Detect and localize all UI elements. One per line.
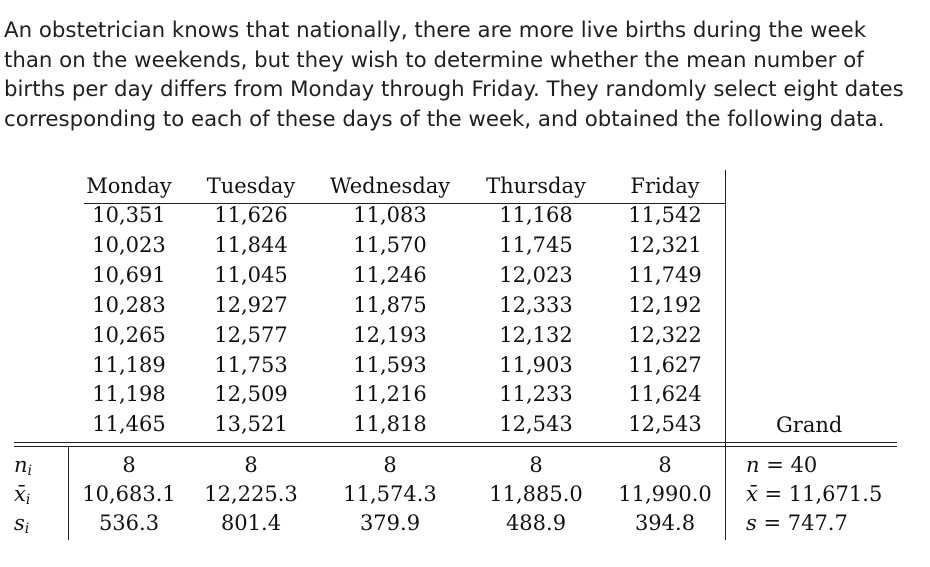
- table-cell: 11,818: [353, 412, 427, 437]
- table-cell: 12,132: [499, 322, 573, 347]
- table-cell: 11,233: [499, 382, 573, 407]
- column-header-thursday: Thursday: [486, 174, 586, 198]
- n-cell: 8: [244, 453, 258, 477]
- mean-cell: 12,225.3: [204, 482, 298, 506]
- table-cell: 11,903: [499, 352, 573, 377]
- table-cell: 12,543: [499, 412, 573, 437]
- row-label-n: ni: [14, 453, 32, 483]
- table-cell: 11,246: [353, 262, 427, 287]
- grand-n: n = 40: [746, 453, 817, 477]
- table-cell: 12,023: [499, 262, 573, 287]
- grand-header: Grand: [776, 413, 843, 437]
- table-cell: 11,593: [353, 352, 427, 377]
- sd-cell: 801.4: [220, 511, 282, 535]
- problem-line: An obstetrician knows that nationally, t…: [4, 18, 867, 43]
- mean-cell: 10,683.1: [82, 482, 176, 506]
- table-cell: 10,265: [92, 322, 166, 347]
- table-cell: 11,083: [353, 203, 427, 227]
- table-cell: 11,844: [214, 232, 288, 257]
- table-cell: 11,189: [92, 352, 166, 377]
- table-cell: 12,577: [214, 322, 288, 347]
- table-cell: 11,627: [628, 352, 702, 377]
- sd-cell: 536.3: [98, 511, 160, 535]
- n-subscript: i: [27, 463, 33, 479]
- column-header-tuesday: Tuesday: [206, 174, 296, 198]
- sd-symbol: s: [14, 511, 25, 535]
- table-cell: 11,753: [214, 352, 288, 377]
- vertical-divider-right: [725, 170, 726, 540]
- table-cell: 12,192: [628, 292, 702, 317]
- row-label-mean: x̄i: [14, 482, 30, 512]
- header-underline: [84, 203, 725, 204]
- table-cell: 12,543: [628, 412, 702, 437]
- table-cell: 10,283: [92, 292, 166, 317]
- table-cell: 11,045: [214, 262, 288, 287]
- table-cell: 11,626: [214, 203, 288, 227]
- n-cell: 8: [122, 453, 136, 477]
- n-cell: 8: [383, 453, 397, 477]
- sd-cell: 394.8: [634, 511, 696, 535]
- table-cell: 12,322: [628, 322, 702, 347]
- table-cell: 10,023: [92, 232, 166, 257]
- grand-mean: x̄ = 11,671.5: [746, 482, 882, 506]
- mean-cell: 11,990.0: [618, 482, 712, 506]
- table-cell: 12,509: [214, 382, 288, 407]
- n-cell: 8: [658, 453, 672, 477]
- table-cell: 11,198: [92, 382, 166, 407]
- table-cell: 10,691: [92, 262, 166, 287]
- grand-mean-value: = 11,671.5: [757, 482, 883, 506]
- problem-line: births per day differs from Monday throu…: [4, 77, 904, 103]
- mean-subscript: i: [25, 492, 31, 508]
- table-cell: 11,542: [628, 203, 702, 227]
- table-cell: 10,351: [92, 203, 166, 227]
- column-header-monday: Monday: [86, 174, 172, 198]
- problem-line: corresponding to each of these days of t…: [4, 107, 885, 133]
- table-cell: 11,465: [92, 412, 166, 437]
- mean-cell: 11,885.0: [489, 482, 583, 506]
- problem-line: than on the weekends, but they wish to d…: [4, 47, 864, 73]
- n-cell: 8: [529, 453, 543, 477]
- problem-statement: An obstetrician knows that nationally, t…: [4, 16, 919, 135]
- table-cell: 11,570: [353, 232, 427, 257]
- table-cell: 11,745: [499, 232, 573, 257]
- grand-sd-symbol: s: [746, 511, 757, 535]
- table-cell: 11,216: [353, 382, 427, 407]
- table-cell: 12,927: [214, 292, 288, 317]
- double-rule-bottom: [14, 446, 897, 447]
- sd-cell: 379.9: [359, 511, 421, 535]
- sd-cell: 488.9: [505, 511, 567, 535]
- vertical-divider-left: [68, 447, 69, 540]
- mean-cell: 11,574.3: [343, 482, 437, 506]
- double-rule-top: [14, 442, 897, 443]
- table-cell: 13,521: [214, 412, 288, 437]
- table-cell: 11,875: [353, 292, 427, 317]
- row-label-sd: si: [14, 511, 29, 541]
- column-header-friday: Friday: [630, 174, 700, 198]
- grand-n-value: = 40: [759, 453, 818, 477]
- grand-sd: s = 747.7: [746, 511, 848, 535]
- column-header-wednesday: Wednesday: [329, 174, 451, 198]
- grand-sd-value: = 747.7: [756, 511, 848, 535]
- n-symbol: n: [14, 453, 28, 477]
- table-cell: 11,749: [628, 262, 702, 287]
- table-cell: 11,168: [499, 203, 573, 227]
- table-cell: 12,333: [499, 292, 573, 317]
- grand-mean-symbol: x̄: [746, 482, 758, 506]
- sd-subscript: i: [24, 521, 30, 537]
- table-cell: 12,193: [353, 322, 427, 347]
- table-cell: 12,321: [628, 232, 702, 257]
- grand-n-symbol: n: [746, 453, 760, 477]
- mean-symbol: x̄: [14, 482, 26, 506]
- table-cell: 11,624: [628, 382, 702, 407]
